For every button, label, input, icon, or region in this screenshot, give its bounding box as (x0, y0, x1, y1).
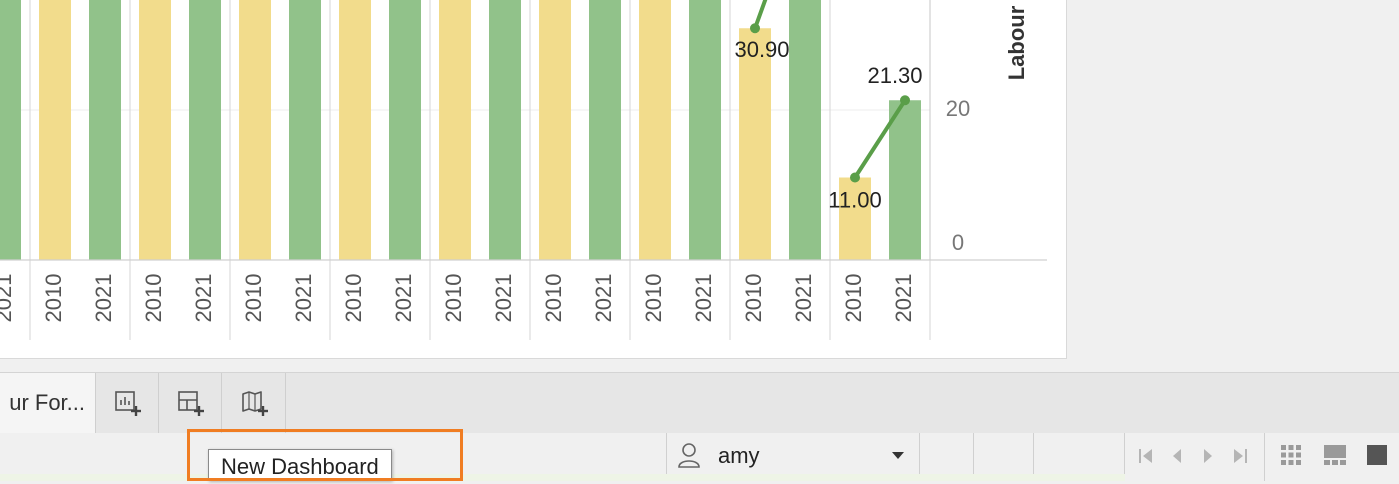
sheet-tab-label: ur For... (9, 390, 85, 415)
next-page-icon[interactable] (1201, 446, 1215, 466)
sheet-tab-bar: ur For... (0, 372, 1399, 434)
line-point (900, 95, 910, 106)
bar (289, 0, 321, 260)
bar (239, 0, 271, 260)
status-strip (0, 474, 1125, 481)
last-page-icon[interactable] (1231, 446, 1249, 466)
data-label: 21.30 (867, 63, 922, 88)
bar (889, 100, 921, 260)
grid-view-icon[interactable] (1280, 444, 1302, 466)
bar (439, 0, 471, 260)
bar (489, 0, 521, 260)
x-tick-label: 2021 (391, 274, 416, 323)
bar (789, 0, 821, 260)
divider (973, 433, 974, 481)
prev-page-icon[interactable] (1170, 446, 1184, 466)
x-tick-label: 2010 (541, 274, 566, 323)
new-dashboard-icon (177, 391, 204, 416)
chart-canvas: 2021 2010 2021 2010 2021 2010 2021 2010 2021 2010… (0, 0, 1067, 359)
line-segment (753, 0, 768, 31)
bar (39, 0, 71, 260)
data-label: 11.00 (828, 187, 881, 212)
bar (339, 0, 371, 260)
new-story-button[interactable] (224, 373, 286, 433)
x-tick-label: 2010 (741, 274, 766, 323)
x-tick-label: 2010 (141, 274, 166, 323)
x-tick-label: 2021 (0, 274, 16, 323)
tooltip: New Dashboard (208, 449, 392, 481)
y-tick-label: 20 (946, 96, 970, 121)
bar (189, 0, 221, 260)
data-label: 30.90 (734, 37, 789, 62)
first-page-icon[interactable] (1137, 446, 1155, 466)
bar (0, 0, 21, 260)
x-tick-label: 2010 (41, 274, 66, 323)
x-tick-label: 2010 (341, 274, 366, 323)
bar (539, 0, 571, 260)
bar (389, 0, 421, 260)
x-tick-label: 2010 (441, 274, 466, 323)
divider (919, 433, 920, 481)
line-point (850, 172, 860, 183)
divider (1264, 433, 1265, 481)
single-view-icon[interactable] (1366, 444, 1388, 466)
bar (139, 0, 171, 260)
x-tick-label: 2021 (591, 274, 616, 323)
bar (739, 28, 771, 260)
bar (89, 0, 121, 260)
x-tick-label: 2010 (641, 274, 666, 323)
line-segment (853, 98, 907, 180)
new-worksheet-button[interactable] (97, 373, 159, 433)
divider (1033, 433, 1034, 481)
y-tick-label: 0 (952, 230, 964, 255)
divider (666, 433, 667, 481)
new-story-icon (241, 391, 268, 416)
x-tick-label: 2010 (241, 274, 266, 323)
bar (689, 0, 721, 260)
x-tick-label: 2021 (191, 274, 216, 323)
x-tick-label: 2010 (841, 274, 866, 323)
new-worksheet-icon (114, 391, 141, 416)
x-tick-label: 2021 (791, 274, 816, 323)
divider (1124, 433, 1125, 481)
x-tick-label: 2021 (291, 274, 316, 323)
bar (639, 0, 671, 260)
bar (589, 0, 621, 260)
x-tick-label: 2021 (891, 274, 916, 323)
y-axis-label: Labour (1004, 5, 1029, 80)
x-tick-label: 2021 (91, 274, 116, 323)
user-menu[interactable]: amy (667, 433, 919, 481)
filmstrip-view-icon[interactable] (1323, 444, 1347, 466)
chevron-down-icon (892, 452, 904, 459)
highlight-box (187, 429, 463, 481)
x-tick-label: 2021 (491, 274, 516, 323)
new-dashboard-button[interactable] (160, 373, 222, 433)
x-tick-label: 2021 (691, 274, 716, 323)
user-icon (678, 443, 700, 468)
bar (839, 177, 871, 260)
line-point (750, 23, 760, 34)
tooltip-text: New Dashboard (221, 454, 379, 479)
sheet-tab[interactable]: ur For... (0, 373, 96, 433)
user-name: amy (718, 443, 760, 468)
bar-line-chart: 2021 2010 2021 2010 2021 2010 2021 2010 2021 2010… (0, 0, 1047, 340)
